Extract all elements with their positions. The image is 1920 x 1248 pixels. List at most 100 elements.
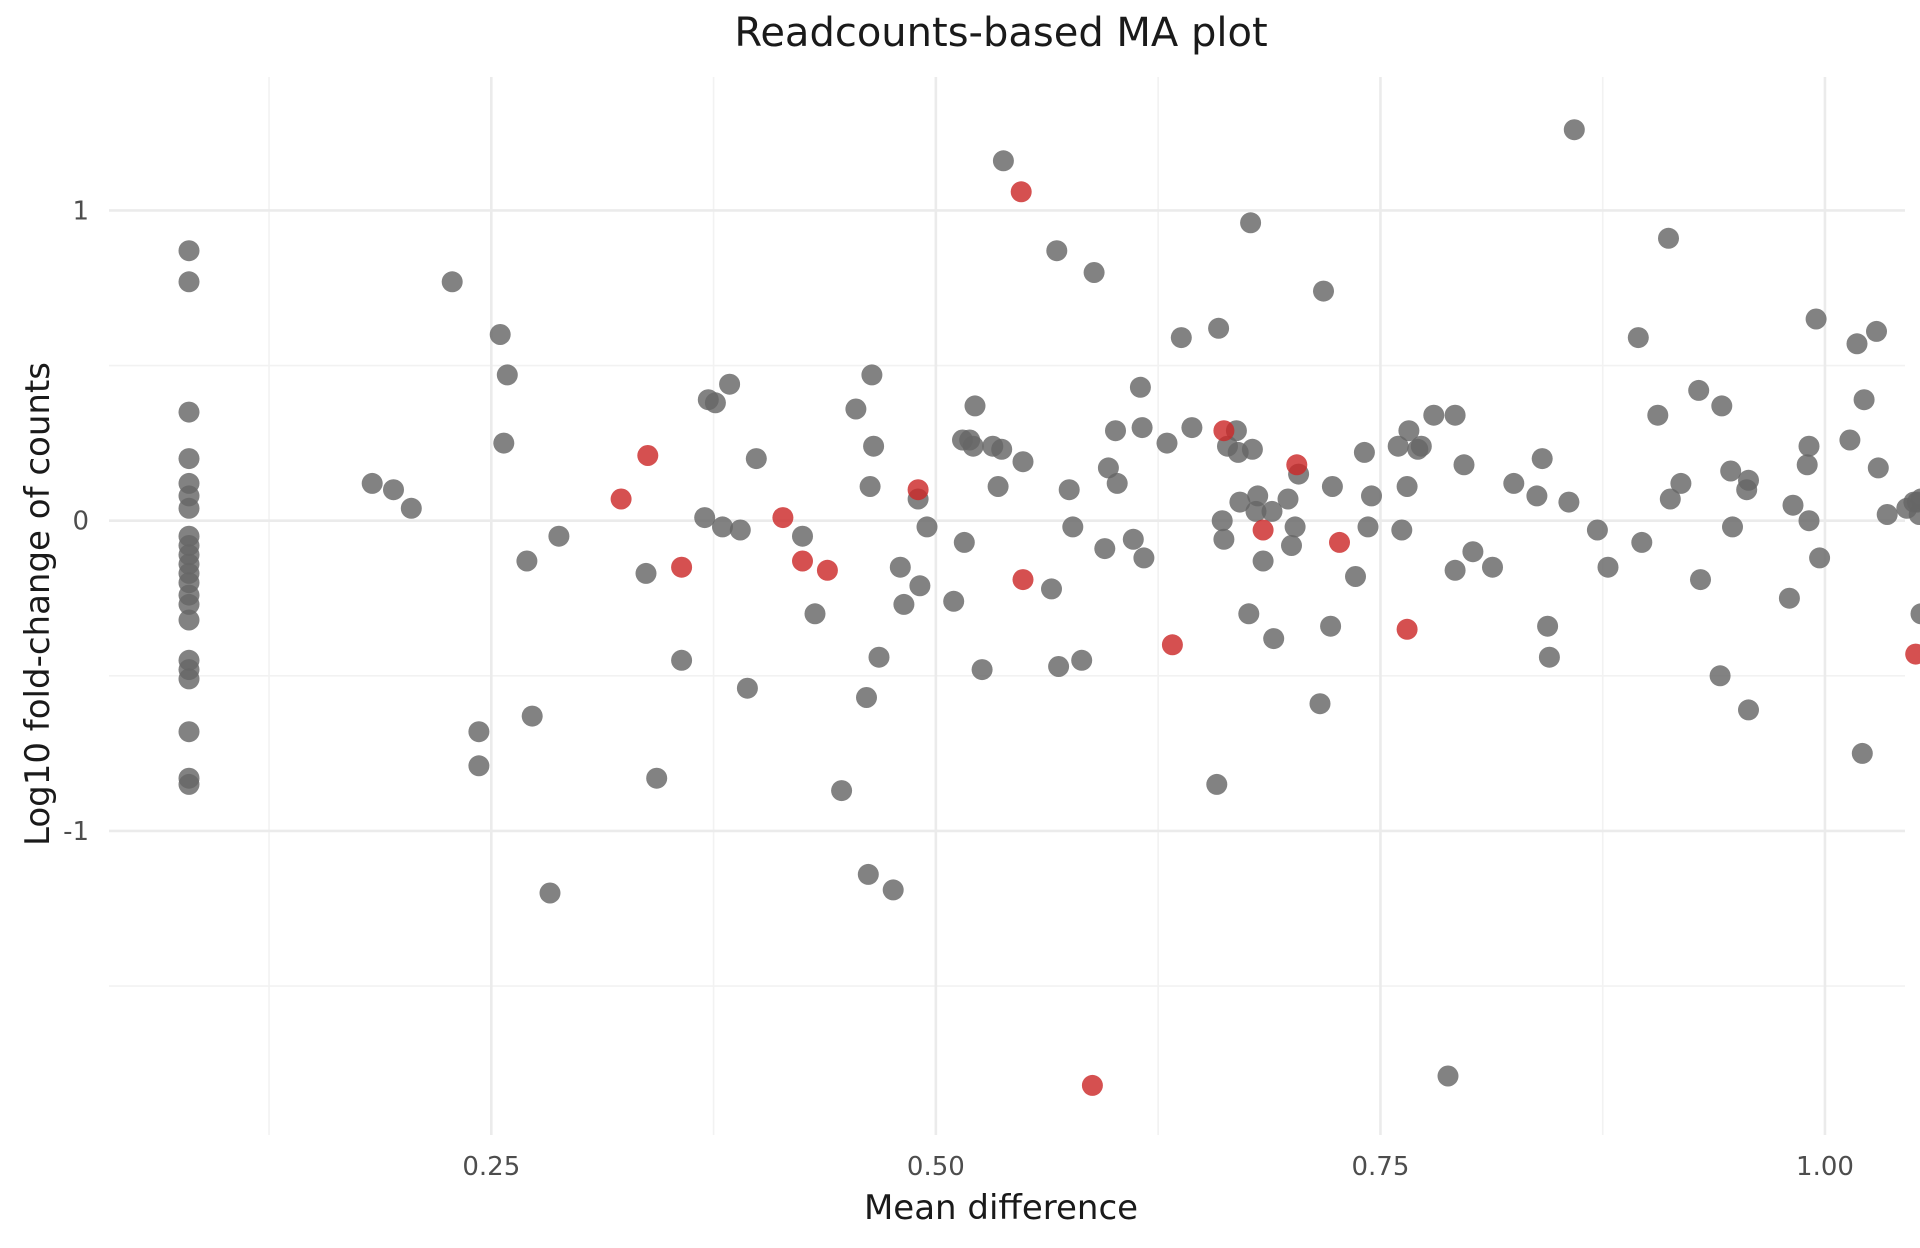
data-point — [1321, 476, 1343, 497]
data-point — [971, 659, 993, 681]
data-point — [1658, 227, 1679, 249]
data-point — [1058, 479, 1080, 501]
data-point — [1423, 404, 1445, 426]
data-point — [1453, 454, 1475, 476]
data-point — [1353, 441, 1375, 463]
data-point — [1796, 454, 1818, 476]
data-point — [1105, 420, 1126, 442]
data-point — [178, 271, 200, 293]
data-point — [1133, 547, 1155, 569]
data-point — [745, 448, 767, 470]
highlighted-point — [1905, 643, 1920, 665]
data-point — [671, 649, 693, 671]
data-point — [1839, 429, 1861, 451]
data-point — [178, 448, 200, 470]
data-point — [856, 687, 877, 708]
data-point — [1437, 1065, 1459, 1087]
highlighted-point — [1286, 454, 1308, 476]
data-point — [1252, 550, 1274, 572]
data-point — [1798, 435, 1820, 457]
data-point — [1597, 556, 1619, 578]
highlighted-point — [1081, 1074, 1103, 1096]
data-point — [992, 150, 1014, 172]
data-point — [1181, 417, 1203, 439]
data-points — [178, 119, 1920, 1096]
data-point — [1563, 119, 1585, 141]
data-point — [857, 863, 879, 885]
data-point — [712, 516, 733, 538]
data-point — [1361, 485, 1382, 507]
data-point — [1320, 615, 1342, 637]
data-point — [1387, 435, 1409, 457]
data-point — [400, 497, 422, 519]
y-tick-label: 1 — [72, 196, 89, 226]
highlighted-point — [1213, 420, 1235, 442]
data-point — [1245, 500, 1267, 522]
data-point — [916, 516, 938, 538]
data-point — [1526, 485, 1548, 507]
data-point — [1284, 516, 1306, 538]
data-point — [991, 438, 1013, 460]
data-point — [1213, 528, 1235, 550]
data-point — [178, 668, 200, 690]
data-point — [1720, 460, 1742, 482]
data-point — [1853, 389, 1875, 411]
data-point — [1398, 420, 1420, 442]
data-point — [1805, 308, 1827, 330]
y-tick-label: 0 — [72, 507, 89, 537]
data-point — [1156, 432, 1178, 454]
x-tick-label: 0.50 — [907, 1152, 965, 1182]
data-point — [953, 531, 975, 553]
gridlines — [109, 77, 1905, 1135]
data-point — [1444, 404, 1466, 426]
data-point — [1229, 491, 1251, 513]
data-point — [943, 590, 965, 612]
y-axis-title: Log10 fold-change of counts — [18, 362, 58, 846]
data-point — [987, 476, 1009, 497]
data-point — [178, 401, 200, 423]
data-point — [1503, 472, 1525, 494]
data-point — [1910, 488, 1920, 510]
data-point — [489, 324, 511, 345]
data-point — [1537, 615, 1559, 637]
data-point — [863, 435, 885, 457]
data-point — [1711, 395, 1733, 417]
highlighted-point — [1396, 618, 1418, 640]
data-point — [889, 556, 911, 578]
data-point — [1122, 528, 1144, 550]
data-point — [1094, 538, 1116, 560]
x-tick-label: 1.00 — [1796, 1152, 1854, 1182]
data-point — [468, 721, 490, 743]
data-point — [539, 882, 561, 904]
data-point — [646, 767, 668, 789]
highlighted-point — [792, 550, 813, 572]
data-point — [1097, 457, 1119, 479]
x-tick-label: 0.75 — [1351, 1152, 1409, 1182]
highlighted-point — [1252, 519, 1274, 541]
y-tick-label: -1 — [63, 817, 89, 847]
highlighted-point — [637, 445, 659, 466]
data-point — [1106, 472, 1128, 494]
data-point — [845, 398, 867, 420]
data-point — [383, 479, 404, 501]
data-point — [719, 373, 741, 395]
data-point — [1738, 469, 1759, 491]
x-axis-ticks: 0.25 0.50 0.75 1.00 — [462, 1152, 1854, 1182]
data-point — [1908, 504, 1920, 525]
data-point — [792, 525, 813, 547]
data-point — [1206, 773, 1228, 795]
data-point — [1851, 742, 1873, 764]
data-point — [1357, 516, 1379, 538]
data-point — [1131, 417, 1153, 439]
data-point — [1627, 327, 1649, 349]
data-point — [496, 364, 518, 386]
data-point — [178, 593, 200, 615]
data-point — [468, 755, 490, 777]
x-axis-title: Mean difference — [864, 1188, 1138, 1228]
data-point — [1910, 603, 1920, 625]
data-point — [736, 677, 758, 699]
highlighted-point — [610, 488, 632, 510]
data-point — [521, 705, 543, 727]
highlighted-point — [772, 507, 794, 529]
